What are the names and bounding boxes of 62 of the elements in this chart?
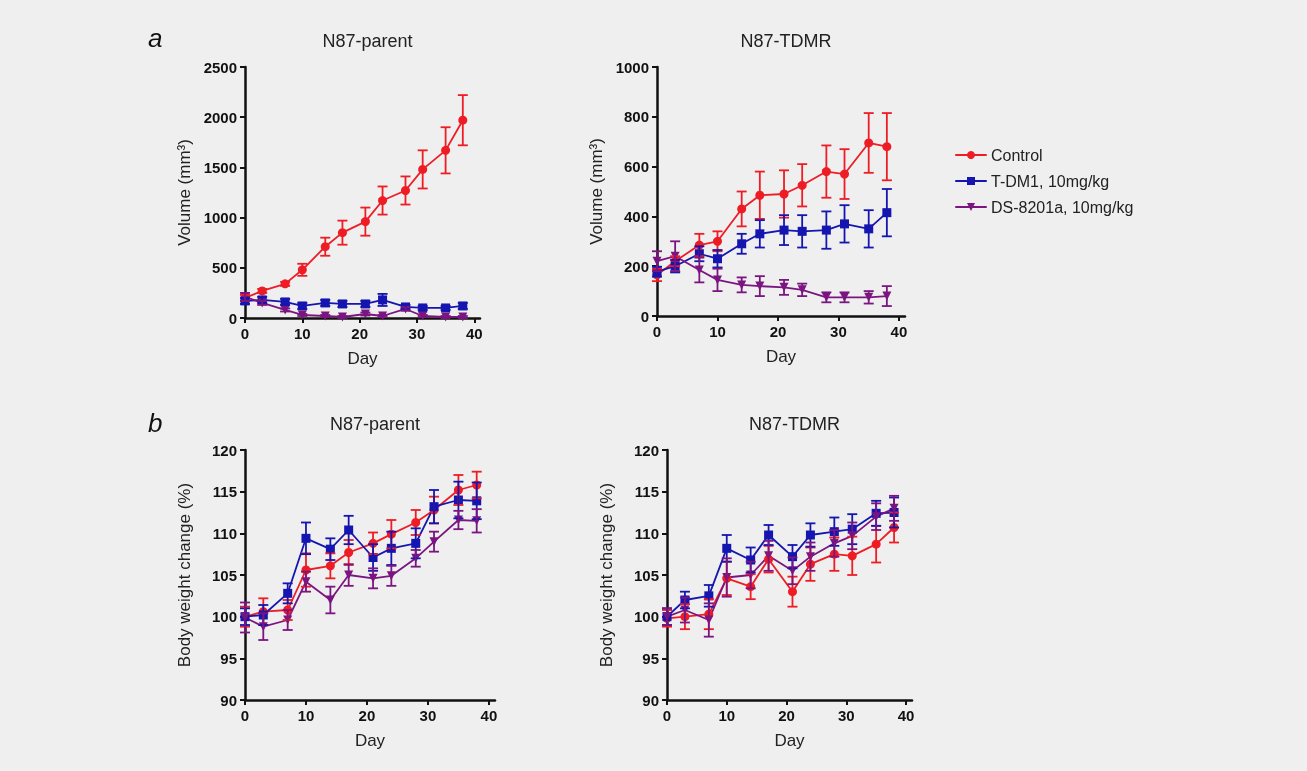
y-tick-label: 400 [623,207,649,225]
x-axis-title: Day [765,347,797,366]
chart-title: N87-TDMR [748,414,841,434]
x-tick-label: 40 [897,707,915,724]
y-tick-label: 120 [211,441,237,459]
x-tick-label: 0 [240,707,250,724]
x-axis-title: Day [354,731,386,750]
y-axis-title: Body weight change (%) [597,482,616,668]
y-tick-label: 0 [228,309,237,327]
y-tick-label: 110 [212,524,237,542]
y-tick-label: 2000 [203,108,237,126]
x-tick-label: 20 [351,325,368,342]
y-tick-label: 110 [634,524,659,542]
x-tick-label: 20 [769,323,787,340]
y-tick-label: 1500 [203,158,237,176]
y-tick-label: 100 [211,608,237,626]
chart-title: N87-parent [322,31,413,51]
y-tick-label: 115 [212,483,237,501]
x-tick-label: 40 [480,707,498,724]
y-tick-label: 100 [633,608,659,626]
y-tick-label: 95 [220,649,237,667]
x-tick-label: 10 [297,707,315,724]
x-axis-title: Day [774,731,806,750]
x-tick-label: 0 [240,325,250,342]
y-tick-label: 90 [642,691,659,709]
legend-label: T-DM1, 10mg/kg [991,172,1110,190]
x-tick-label: 30 [408,325,426,342]
chart-title: N87-TDMR [740,31,832,51]
y-tick-label: 115 [634,483,659,501]
x-tick-label: 40 [465,325,483,342]
x-tick-label: 20 [358,707,376,724]
legend-label: DS-8201a, 10mg/kg [991,198,1134,216]
y-tick-label: 500 [211,259,237,277]
x-tick-label: 30 [837,707,855,724]
x-tick-label: 0 [662,707,672,724]
y-tick-label: 600 [623,158,649,176]
x-tick-label: 10 [709,323,726,340]
y-tick-label: 105 [633,566,659,584]
x-tick-label: 40 [890,323,908,340]
legend-label: Control [991,146,1043,164]
y-tick-label: 105 [211,566,237,584]
y-tick-label: 120 [633,441,659,459]
y-axis-title: Body weight change (%) [175,482,194,668]
y-tick-label: 200 [623,257,649,275]
y-axis-title: Volume (mm³) [174,139,194,246]
x-tick-label: 30 [419,707,437,724]
y-tick-label: 2500 [203,58,237,76]
y-tick-label: 1000 [203,209,237,227]
y-tick-label: 0 [640,307,649,325]
y-tick-label: 90 [220,691,237,709]
y-axis-title: Volume (mm³) [587,138,606,245]
y-tick-label: 1000 [615,58,649,76]
chart-title: N87-parent [329,414,421,434]
y-tick-label: 95 [642,649,659,667]
x-tick-label: 10 [293,325,311,342]
text: a [148,23,163,53]
text: b [148,408,163,438]
x-tick-label: 10 [718,707,736,724]
x-axis-title: Day [347,349,379,368]
x-tick-label: 30 [830,323,847,340]
y-tick-label: 800 [623,108,649,126]
x-tick-label: 20 [778,707,795,724]
